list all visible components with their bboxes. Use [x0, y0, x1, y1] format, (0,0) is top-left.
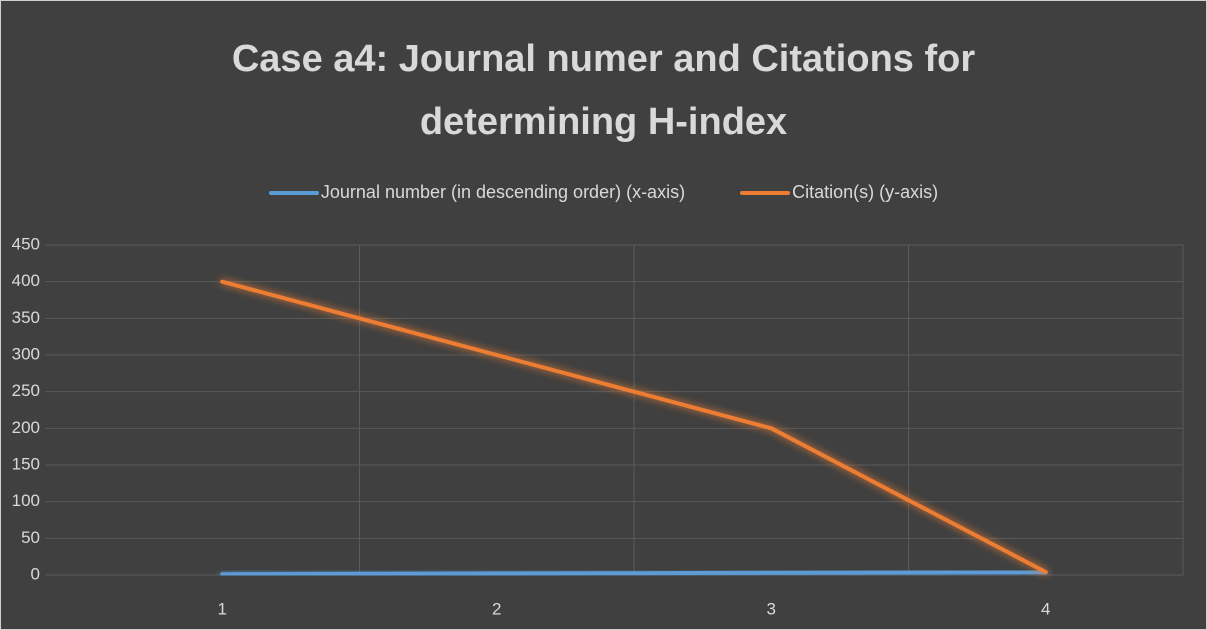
chart-title: Case a4: Journal numer and Citations for…: [231, 38, 976, 143]
x-tick-label: 1: [218, 599, 227, 618]
legend-label: Citation(s) (y-axis): [792, 182, 939, 202]
y-tick-label: 50: [21, 528, 40, 547]
y-tick-label: 250: [12, 381, 40, 400]
y-tick-label: 450: [12, 234, 40, 253]
y-tick-label: 300: [12, 344, 40, 363]
x-tick-label: 4: [1041, 599, 1050, 618]
legend-entry: Journal number (in descending order) (x-…: [268, 182, 686, 203]
y-tick-label: 100: [12, 491, 40, 510]
y-tick-label: 200: [12, 418, 40, 437]
legend-swatch: [268, 190, 319, 195]
y-tick-label: 0: [31, 564, 40, 583]
y-tick-label: 400: [12, 271, 40, 290]
legend-entry: Citation(s) (y-axis): [740, 182, 938, 203]
x-tick-label: 3: [767, 599, 776, 618]
legend: Journal number (in descending order) (x-…: [0, 182, 1207, 203]
series-line: [220, 279, 1048, 575]
legend-label: Journal number (in descending order) (x-…: [320, 182, 686, 202]
legend-swatch: [740, 190, 791, 195]
y-tick-label: 350: [12, 308, 40, 327]
x-tick-label: 2: [492, 599, 501, 618]
series-line: [220, 570, 1048, 577]
y-tick-label: 150: [12, 454, 40, 473]
